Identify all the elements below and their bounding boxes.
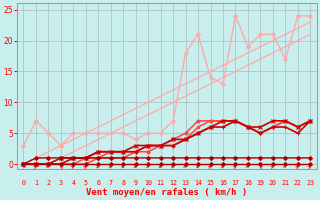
X-axis label: Vent moyen/en rafales ( km/h ): Vent moyen/en rafales ( km/h ) (86, 188, 248, 197)
